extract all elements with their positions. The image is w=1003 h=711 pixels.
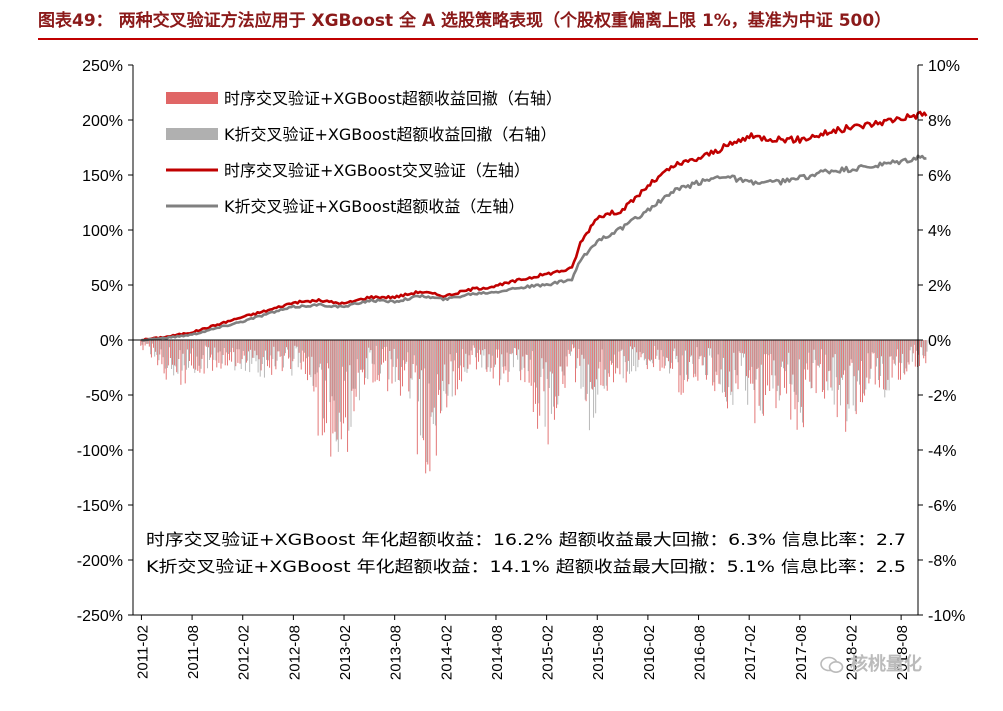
legend: 时序交叉验证+XGBoost超额收益回撤（右轴） K折交叉验证+XGBoost超额… — [166, 89, 562, 216]
x-tick-label: 2014-02 — [438, 625, 455, 680]
legend-swatch-bar — [166, 128, 218, 140]
right-tick-label: -2% — [928, 388, 956, 405]
x-tick-label: 2015-02 — [540, 625, 557, 680]
x-tick-label: 2015-08 — [590, 625, 607, 680]
title-rule — [38, 38, 978, 40]
annotation-line: 时序交叉验证+XGBoost 年化超额收益：16.2% 超额收益最大回撤：6.3… — [146, 530, 906, 549]
x-tick-label: 2016-08 — [692, 625, 709, 680]
x-tick-label: 2012-08 — [286, 625, 303, 680]
right-tick-label: 0% — [928, 333, 951, 350]
left-tick-label: -250% — [77, 608, 123, 625]
legend-swatch-bar — [166, 92, 218, 104]
right-tick-label: -6% — [928, 498, 956, 515]
watermark-text: 核桃量化 — [850, 654, 922, 675]
x-tick-label: 2018-02 — [844, 625, 861, 680]
legend-label: K折交叉验证+XGBoost超额收益（左轴） — [224, 197, 524, 216]
right-tick-label: -10% — [928, 608, 965, 625]
left-tick-label: -200% — [77, 553, 123, 570]
x-tick-label: 2013-02 — [337, 625, 354, 680]
x-tick-label: 2011-08 — [185, 625, 202, 679]
legend-label: 时序交叉验证+XGBoost交叉验证（左轴） — [224, 161, 530, 180]
right-tick-label: -8% — [928, 553, 956, 570]
x-tick-label: 2016-02 — [641, 625, 658, 680]
x-tick-label: 2014-08 — [489, 625, 506, 680]
left-tick-label: 150% — [82, 168, 123, 185]
left-tick-label: -50% — [86, 388, 123, 405]
figure-title: 图表49： 两种交叉验证方法应用于 XGBoost 全 A 选股策略表现（个股权… — [38, 11, 892, 31]
drawdown-bars — [140, 340, 928, 474]
left-tick-label: -100% — [77, 443, 123, 460]
legend-label: 时序交叉验证+XGBoost超额收益回撤（右轴） — [224, 89, 562, 108]
right-tick-label: 8% — [928, 113, 951, 130]
annotations: 时序交叉验证+XGBoost 年化超额收益：16.2% 超额收益最大回撤：6.3… — [146, 530, 906, 576]
annotation-line: K折交叉验证+XGBoost 年化超额收益：14.1% 超额收益最大回撤：5.1… — [146, 557, 906, 576]
x-tick-label: 2017-08 — [793, 625, 810, 680]
x-tick-label: 2018-08 — [894, 625, 911, 680]
right-tick-label: 10% — [928, 58, 960, 75]
right-tick-label: 4% — [928, 223, 951, 240]
right-tick-label: 2% — [928, 278, 951, 295]
wechat-icon — [820, 656, 844, 673]
x-tick-label: 2017-02 — [742, 625, 759, 680]
left-tick-label: 50% — [91, 278, 123, 295]
return-lines — [140, 110, 928, 342]
x-tick-label: 2012-02 — [236, 625, 253, 680]
x-tick-label: 2013-08 — [388, 625, 405, 680]
left-tick-label: 100% — [82, 223, 123, 240]
right-tick-label: -4% — [928, 443, 956, 460]
axes: 250% 200% 150% 100% 50% 0% -50% -100% -150% -200%… — [77, 58, 966, 680]
series-line-2 — [140, 154, 927, 342]
left-tick-label: -150% — [77, 498, 123, 515]
x-tick-label: 2011-02 — [134, 625, 151, 679]
left-tick-label: 250% — [82, 58, 123, 75]
left-tick-label: 200% — [82, 113, 123, 130]
legend-label: K折交叉验证+XGBoost超额收益回撤（右轴） — [224, 125, 556, 144]
right-tick-label: 6% — [928, 168, 951, 185]
series-line-1 — [141, 110, 928, 342]
watermark: 核桃量化 — [820, 650, 922, 680]
left-tick-label: 0% — [100, 333, 123, 350]
